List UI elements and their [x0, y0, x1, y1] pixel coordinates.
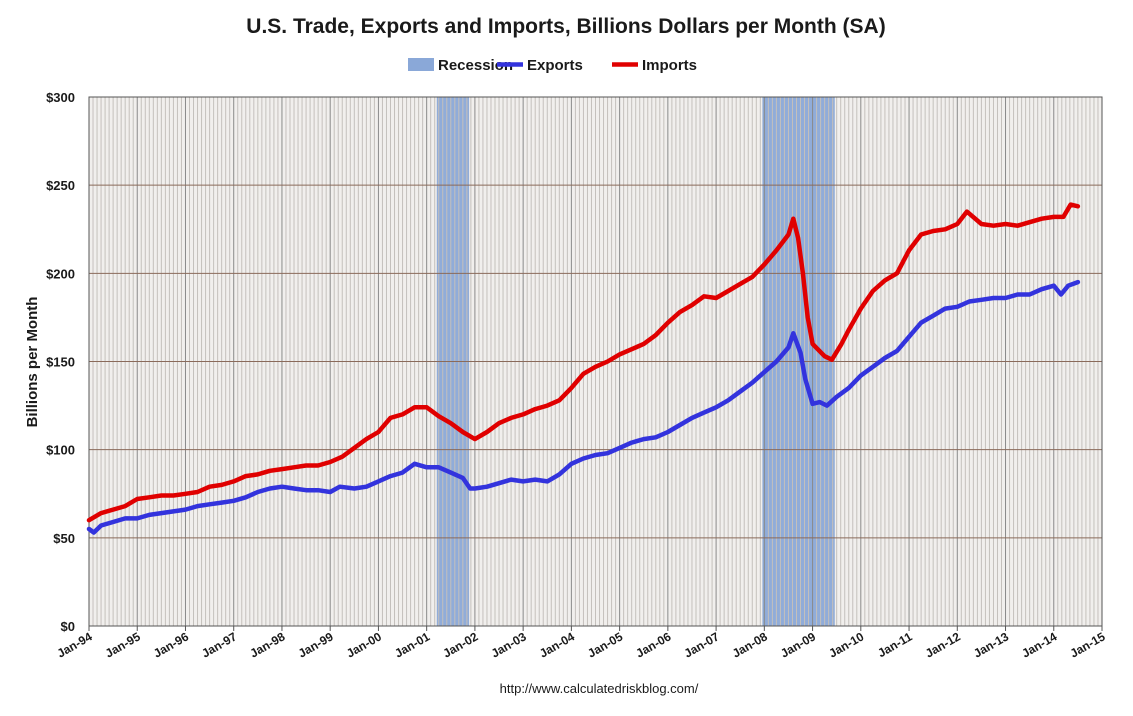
source-url[interactable]: http://www.calculatedriskblog.com/ — [500, 681, 699, 696]
x-tick-label: Jan-11 — [875, 629, 915, 660]
x-tick-label: Jan-08 — [730, 629, 770, 660]
legend-label-imports: Imports — [642, 57, 697, 74]
x-tick-label: Jan-00 — [344, 629, 384, 660]
legend-label-exports: Exports — [527, 57, 583, 74]
x-tick-label: Jan-98 — [248, 629, 288, 660]
x-tick-label: Jan-10 — [826, 629, 866, 660]
x-tick-label: Jan-14 — [1019, 629, 1059, 660]
x-tick-label: Jan-15 — [1068, 629, 1108, 660]
x-tick-label: Jan-04 — [537, 629, 577, 660]
series-line-exports — [86, 279, 1081, 535]
x-tick-label: Jan-97 — [199, 629, 239, 660]
x-tick-label: Jan-02 — [440, 629, 480, 660]
x-tick-label: Jan-13 — [971, 629, 1011, 660]
x-tick-label: Jan-94 — [55, 629, 95, 660]
x-tick-label: Jan-01 — [392, 629, 432, 660]
x-tick-label: Jan-95 — [103, 629, 143, 660]
x-tick-label: Jan-12 — [923, 629, 963, 660]
x-tick-label: Jan-06 — [633, 629, 673, 660]
y-axis-ticks: $0 $50 $100 $150 $200 $250 $300 — [46, 90, 75, 634]
legend-swatch-recession — [408, 58, 434, 71]
y-tick-label: $250 — [46, 178, 75, 193]
x-tick-label: Jan-09 — [778, 629, 818, 660]
x-tick-label: Jan-05 — [585, 629, 625, 660]
y-axis-label: Billions per Month — [24, 297, 41, 428]
y-tick-label: $200 — [46, 266, 75, 281]
legend: Recession Exports Imports — [408, 57, 697, 74]
y-tick-label: $50 — [53, 531, 75, 546]
y-tick-label: $100 — [46, 443, 75, 458]
y-tick-label: $0 — [61, 619, 75, 634]
x-tick-label: Jan-96 — [151, 629, 191, 660]
chart-title: U.S. Trade, Exports and Imports, Billion… — [246, 15, 885, 38]
plot-border — [88, 96, 1103, 627]
y-tick-label: $300 — [46, 90, 75, 105]
legend-label-recession: Recession — [438, 57, 513, 74]
y-tick-label: $150 — [46, 355, 75, 370]
x-tick-label: Jan-03 — [489, 629, 529, 660]
x-tick-label: Jan-07 — [682, 629, 722, 660]
series-line-imports — [86, 202, 1081, 523]
x-tick-label: Jan-99 — [296, 629, 336, 660]
series-layer — [86, 202, 1081, 535]
x-axis-ticks: Jan-94 Jan-95 Jan-96 Jan-97 Jan-98 Jan-99 Jan-… — [55, 626, 1108, 661]
